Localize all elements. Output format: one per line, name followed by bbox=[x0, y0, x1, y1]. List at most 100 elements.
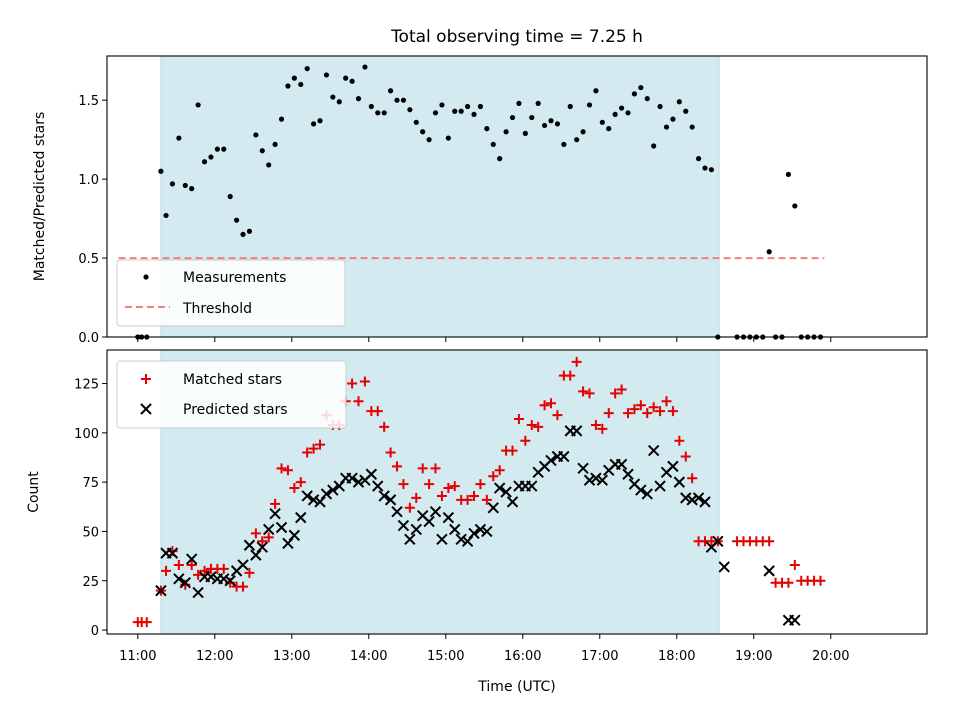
ratio-y-ticks: 0.0 0.5 1.0 1.5 bbox=[78, 94, 107, 346]
measurement-point bbox=[285, 83, 291, 89]
count-x-ticks: 11:00 12:00 13:00 14:00 15:00 16:00 17:00 18:00… bbox=[119, 634, 849, 664]
matched-star-point bbox=[449, 481, 460, 492]
predicted-star-point bbox=[384, 494, 397, 506]
measurement-point bbox=[158, 168, 164, 174]
predicted-star-point bbox=[262, 523, 275, 536]
y-tick-label: 100 bbox=[74, 427, 99, 442]
x-tick-label: 17:00 bbox=[581, 649, 618, 664]
count-y-ticks: 0 25 50 75 100 125 bbox=[74, 378, 107, 639]
predicted-star-point bbox=[590, 472, 602, 484]
measurement-point bbox=[516, 100, 522, 106]
measurement-point bbox=[708, 167, 715, 173]
measurement-point bbox=[182, 182, 188, 189]
measurement-point bbox=[651, 143, 657, 149]
measurement-point bbox=[195, 102, 201, 108]
predicted-star-point bbox=[378, 490, 390, 502]
matched-star-point bbox=[610, 388, 621, 399]
matched-star-point bbox=[411, 492, 422, 503]
measurement-point bbox=[484, 126, 490, 132]
matched-star-point bbox=[789, 559, 800, 570]
matched-star-point bbox=[565, 370, 576, 381]
predicted-star-point bbox=[166, 547, 179, 559]
predicted-star-point bbox=[763, 565, 775, 577]
measurement-point bbox=[663, 124, 670, 130]
measurement-point bbox=[445, 135, 451, 141]
measurement-point bbox=[343, 75, 349, 81]
predicted-star-point bbox=[218, 573, 230, 585]
matched-star-point bbox=[481, 494, 492, 505]
measurement-point bbox=[522, 130, 528, 136]
measurement-point bbox=[413, 119, 419, 125]
measurement-point bbox=[381, 110, 387, 116]
matched-star-point bbox=[680, 451, 691, 462]
y-tick-label: 1.5 bbox=[78, 94, 99, 109]
y-tick-label: 50 bbox=[82, 525, 99, 540]
predicted-star-point bbox=[192, 586, 204, 599]
matched-star-point bbox=[635, 400, 646, 411]
matched-star-point bbox=[392, 461, 403, 472]
matched-star-point bbox=[783, 577, 794, 588]
matched-star-point bbox=[667, 406, 678, 417]
measurement-point bbox=[432, 110, 439, 116]
predicted-star-point bbox=[295, 511, 307, 524]
matched-star-point bbox=[462, 494, 473, 505]
legend-label: Predicted stars bbox=[183, 402, 288, 418]
matched-star-point bbox=[507, 445, 518, 456]
matched-star-point bbox=[629, 404, 640, 415]
chart-title: Total observing time = 7.25 h bbox=[390, 27, 643, 47]
matched-star-point bbox=[590, 419, 601, 430]
measurement-point bbox=[234, 217, 240, 223]
predicted-star-point bbox=[410, 523, 422, 536]
legend-label: Threshold bbox=[182, 301, 252, 317]
predicted-star-point bbox=[205, 571, 217, 583]
matched-star-point bbox=[571, 356, 582, 367]
matched-star-point bbox=[173, 559, 184, 570]
matched-star-point bbox=[244, 567, 255, 578]
measurement-point bbox=[535, 100, 541, 106]
measurement-point bbox=[548, 118, 554, 124]
predicted-star-point bbox=[699, 496, 711, 508]
measurement-point bbox=[259, 148, 265, 154]
measurement-point bbox=[227, 193, 233, 200]
predicted-star-point bbox=[506, 496, 519, 508]
measurement-point bbox=[618, 105, 625, 111]
measurement-point bbox=[221, 146, 227, 152]
measurement-point bbox=[304, 66, 310, 72]
measurement-point bbox=[676, 99, 682, 105]
measurement-point bbox=[330, 94, 336, 100]
matched-star-point bbox=[398, 479, 409, 490]
predicted-star-point bbox=[493, 482, 506, 494]
predicted-star-point bbox=[449, 523, 461, 536]
measurement-point bbox=[529, 114, 535, 121]
matched-star-point bbox=[302, 447, 313, 458]
measurement-point bbox=[311, 121, 317, 127]
measurement-point bbox=[439, 102, 445, 108]
measurement-point bbox=[606, 126, 612, 132]
measurement-point bbox=[355, 96, 362, 102]
matched-star-point bbox=[520, 435, 531, 446]
matched-star-point bbox=[494, 465, 505, 476]
count-y-axis-label: Count bbox=[26, 471, 42, 513]
predicted-star-point bbox=[256, 541, 268, 553]
legend-box bbox=[116, 259, 346, 327]
predicted-star-point bbox=[789, 614, 801, 626]
measurement-point bbox=[253, 132, 259, 138]
matched-star-point bbox=[539, 400, 550, 411]
measurement-point bbox=[702, 165, 708, 171]
predicted-star-point bbox=[429, 506, 442, 518]
y-tick-label: 125 bbox=[74, 378, 99, 393]
measurement-point bbox=[580, 129, 586, 135]
measurement-point bbox=[368, 103, 374, 110]
measurement-point bbox=[323, 72, 330, 78]
matched-star-point bbox=[250, 528, 261, 539]
predicted-star-point bbox=[615, 458, 628, 471]
matched-star-point bbox=[648, 402, 659, 413]
matched-star-point bbox=[238, 581, 249, 592]
measurement-point bbox=[503, 129, 509, 135]
matched-star-point bbox=[424, 479, 435, 490]
predicted-star-point bbox=[365, 468, 378, 480]
predicted-star-point bbox=[455, 533, 467, 546]
predicted-stars-points bbox=[155, 425, 801, 626]
measurement-point bbox=[464, 103, 471, 110]
